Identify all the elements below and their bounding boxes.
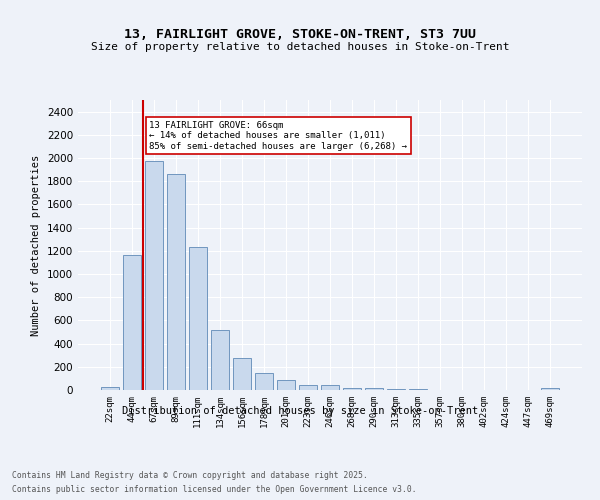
Text: Distribution of detached houses by size in Stoke-on-Trent: Distribution of detached houses by size … [122,406,478,416]
Text: 13 FAIRLIGHT GROVE: 66sqm
← 14% of detached houses are smaller (1,011)
85% of se: 13 FAIRLIGHT GROVE: 66sqm ← 14% of detac… [149,121,407,150]
Text: Contains HM Land Registry data © Crown copyright and database right 2025.: Contains HM Land Registry data © Crown c… [12,472,368,480]
Bar [343,388,361,390]
Bar [255,372,273,390]
Bar [277,380,295,390]
Bar [541,388,559,390]
Bar [233,358,251,390]
Y-axis label: Number of detached properties: Number of detached properties [31,154,41,336]
Bar [145,161,163,390]
Text: 13, FAIRLIGHT GROVE, STOKE-ON-TRENT, ST3 7UU: 13, FAIRLIGHT GROVE, STOKE-ON-TRENT, ST3… [124,28,476,42]
Bar [321,385,339,390]
Bar [101,387,119,390]
Bar [167,174,185,390]
Bar [123,256,140,390]
Bar [299,385,317,390]
Bar [189,248,206,390]
Bar [365,388,383,390]
Bar [211,330,229,390]
Text: Contains public sector information licensed under the Open Government Licence v3: Contains public sector information licen… [12,484,416,494]
Text: Size of property relative to detached houses in Stoke-on-Trent: Size of property relative to detached ho… [91,42,509,52]
